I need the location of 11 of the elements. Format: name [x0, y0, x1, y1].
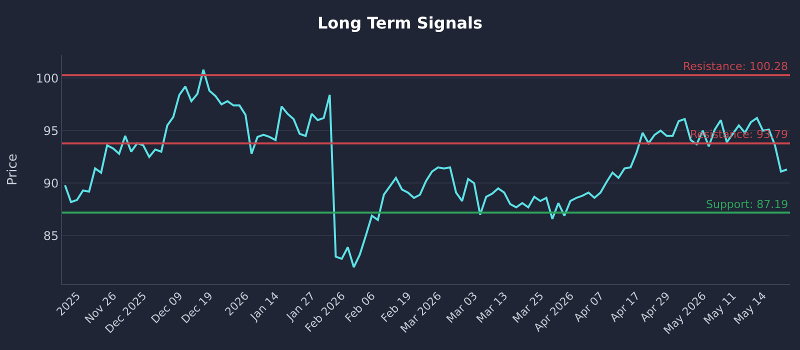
- chart-title: Long Term Signals: [317, 14, 483, 33]
- y-axis-title: Price: [6, 154, 21, 186]
- y-tick-label: 95: [43, 124, 59, 138]
- x-tick-label: Apr 17: [608, 290, 643, 325]
- ref-line-label: Support: 87.19: [706, 198, 788, 211]
- y-tick-label: 100: [36, 71, 59, 86]
- ref-line-label: Resistance: 100.28: [683, 60, 788, 73]
- y-tick-label: 85: [43, 228, 59, 243]
- y-tick-label: 90: [43, 176, 59, 190]
- line-series: [64, 68, 788, 268]
- x-tick-label: Jan 14: [247, 290, 282, 324]
